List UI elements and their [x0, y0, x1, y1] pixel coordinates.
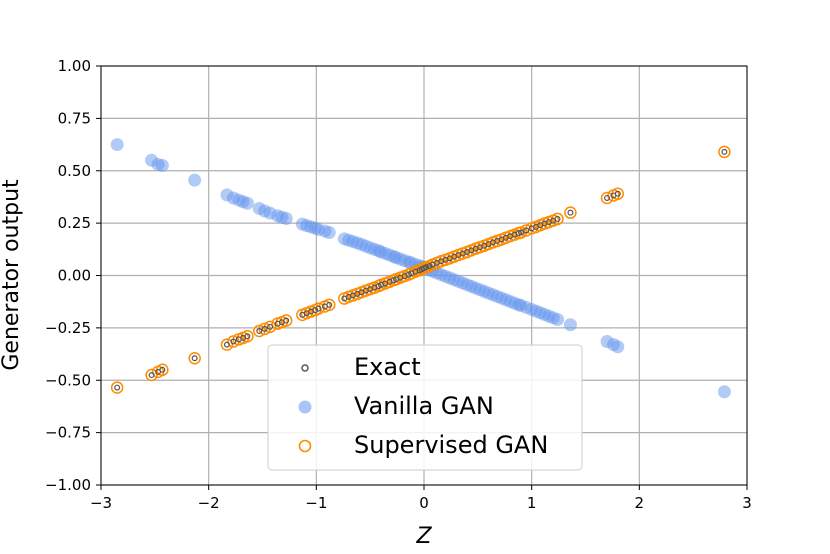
x-axis-ticks: −3 −2 −1 0 1 2 3 — [90, 485, 752, 512]
y-axis-ticks: −1.00 −0.75 −0.50 −0.25 0.00 0.25 0.50 0.75 1.00 — [45, 57, 101, 494]
exact-point — [423, 264, 430, 271]
vanilla-gan-point — [240, 196, 254, 210]
exact-point — [283, 317, 290, 324]
exact-point — [191, 355, 198, 362]
vanilla-gan-point — [322, 226, 336, 240]
supervised-gan-point — [718, 145, 731, 159]
exact-point — [148, 372, 155, 379]
vanilla-gan-point — [551, 312, 565, 326]
y-tick-label: 0.50 — [58, 162, 91, 180]
y-tick-label: −0.25 — [45, 319, 91, 337]
x-tick-label: 1 — [527, 494, 537, 512]
exact-point — [721, 148, 728, 155]
exact-point — [523, 227, 530, 234]
exact-point — [256, 328, 263, 335]
exact-point — [554, 215, 561, 222]
exact-point — [230, 338, 237, 345]
x-tick-label: −1 — [305, 494, 327, 512]
x-tick-label: −3 — [90, 494, 112, 512]
y-tick-label: 1.00 — [58, 57, 91, 75]
x-axis-label: Z — [415, 524, 432, 549]
exact-point — [261, 325, 268, 332]
vanilla-gan-point — [155, 159, 169, 173]
exact-point — [614, 190, 621, 197]
legend-marker-vanilla-gan — [298, 400, 312, 414]
exact-point — [223, 341, 230, 348]
exact-point — [326, 301, 333, 308]
supervised-gan-point — [110, 381, 124, 394]
exact-point — [604, 194, 611, 201]
y-tick-label: −1.00 — [45, 476, 91, 494]
vanilla-gan-point — [717, 385, 731, 399]
legend-box — [267, 344, 583, 471]
legend-marker-exact — [301, 364, 309, 372]
x-tick-label: 2 — [635, 494, 645, 512]
legend-label-vanilla-gan: Vanilla GAN — [354, 392, 494, 420]
y-tick-label: 0.75 — [58, 109, 91, 127]
exact-point — [426, 263, 433, 270]
exact-point — [567, 209, 574, 216]
exact-point — [312, 307, 319, 314]
exact-point — [244, 333, 251, 340]
exact-point — [267, 323, 274, 330]
series-supervised-gan — [110, 145, 731, 394]
series-exact — [114, 148, 728, 391]
supervised-gan-point — [145, 368, 158, 382]
vanilla-gan-point — [611, 340, 625, 354]
x-tick-label: 3 — [742, 494, 752, 512]
y-tick-label: −0.75 — [45, 424, 91, 442]
vanilla-gan-point — [188, 173, 202, 187]
vanilla-gan-point — [563, 318, 577, 332]
y-tick-label: 0.25 — [58, 214, 91, 232]
exact-point — [114, 384, 121, 391]
x-tick-label: −2 — [198, 494, 220, 512]
exact-point — [315, 305, 322, 312]
legend-marker-supervised-gan — [298, 439, 312, 453]
supervised-gan-point — [220, 338, 234, 351]
supervised-gan-point — [564, 206, 577, 219]
y-tick-label: −0.50 — [45, 371, 91, 389]
vanilla-gan-point — [279, 212, 293, 226]
exact-point — [517, 229, 524, 236]
legend-label-exact: Exact — [354, 353, 421, 381]
legend: Exact Vanilla GAN Supervised GAN — [267, 344, 583, 471]
legend-label-supervised-gan: Supervised GAN — [354, 431, 548, 459]
grid — [100, 65, 748, 486]
y-tick-label: 0.00 — [58, 267, 91, 285]
x-tick-label: 0 — [419, 494, 429, 512]
supervised-gan-point — [188, 352, 201, 365]
y-axis-label: Generator output — [0, 179, 24, 371]
vanilla-gan-point — [110, 138, 124, 152]
exact-point — [159, 366, 166, 373]
